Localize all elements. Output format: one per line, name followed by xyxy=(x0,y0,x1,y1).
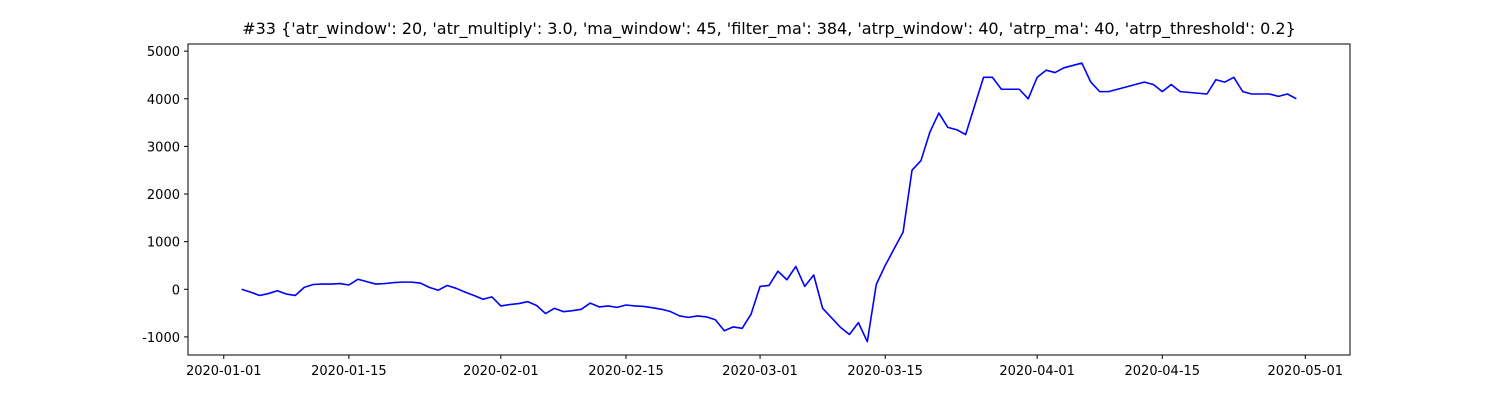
y-tick-label: 2000 xyxy=(147,188,180,203)
chart-title: #33 {'atr_window': 20, 'atr_multiply': 3… xyxy=(242,19,1296,39)
data-line xyxy=(241,62,1297,343)
x-tick-label: 2020-04-01 xyxy=(999,364,1075,379)
y-tick-label: 4000 xyxy=(147,93,180,108)
x-tick-label: 2020-01-15 xyxy=(311,364,387,379)
x-tick-label: 2020-03-15 xyxy=(847,364,923,379)
x-tick-label: 2020-03-01 xyxy=(722,364,798,379)
y-tick-label: 1000 xyxy=(147,236,180,251)
x-tick-label: 2020-04-15 xyxy=(1125,364,1201,379)
x-tick-label: 2020-01-01 xyxy=(186,364,262,379)
y-tick-label: 3000 xyxy=(147,140,180,155)
plot-frame xyxy=(187,43,1351,356)
x-tick-label: 2020-02-15 xyxy=(588,364,664,379)
y-tick-label: 0 xyxy=(172,283,180,298)
y-tick-label: 5000 xyxy=(147,45,180,60)
x-tick-label: 2020-05-01 xyxy=(1268,364,1344,379)
y-tick-label: -1000 xyxy=(142,331,180,346)
x-tick-label: 2020-02-01 xyxy=(463,364,539,379)
